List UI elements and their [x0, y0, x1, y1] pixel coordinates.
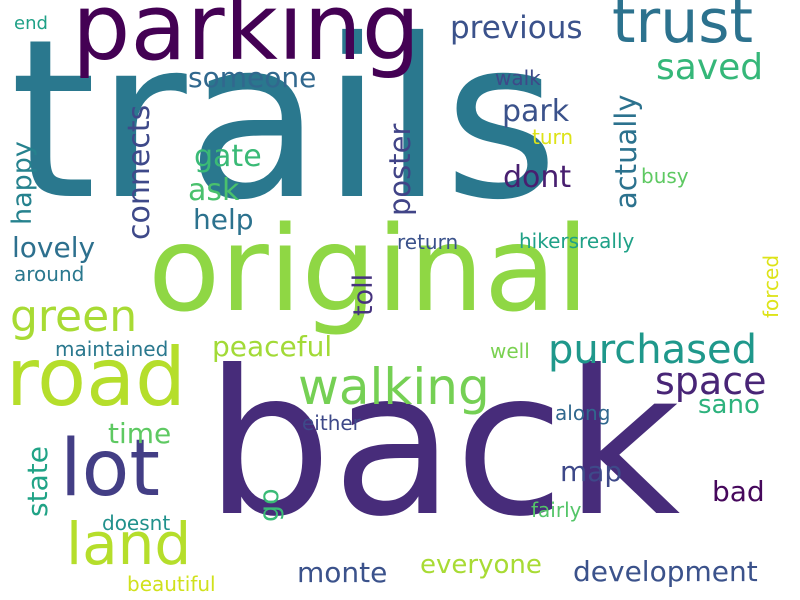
word-state: state — [21, 446, 54, 517]
word-everyone: everyone — [420, 550, 542, 580]
word-maintained: maintained — [55, 337, 169, 361]
word-hikersreally: hikersreally — [519, 229, 635, 253]
word-someone: someone — [188, 61, 317, 94]
word-go: go — [254, 488, 285, 522]
word-happy: happy — [7, 141, 38, 225]
word-toll: toll — [348, 273, 379, 316]
word-bad: bad — [712, 475, 765, 508]
word-lovely: lovely — [12, 231, 96, 264]
word-dont: dont — [503, 160, 572, 195]
word-saved: saved — [656, 47, 764, 88]
word-poster: poster — [383, 123, 417, 216]
word-connects: connects — [122, 104, 157, 240]
word-help: help — [193, 203, 254, 236]
word-parking: parking — [72, 0, 421, 81]
word-land: land — [66, 510, 192, 578]
word-well: well — [490, 339, 530, 363]
word-park: park — [502, 94, 570, 129]
word-purchased: purchased — [548, 327, 758, 373]
word-end: end — [14, 13, 48, 34]
word-walking: walking — [298, 358, 490, 416]
word-around: around — [14, 262, 85, 286]
word-actually: actually — [609, 94, 643, 209]
word-map: map — [560, 455, 623, 488]
word-monte: monte — [297, 556, 388, 589]
word-doesnt: doesnt — [102, 511, 171, 535]
word-forced: forced — [759, 254, 783, 318]
word-return: return — [397, 230, 459, 254]
word-trust: trust — [612, 0, 754, 57]
word-fairly: fairly — [531, 498, 582, 522]
word-busy: busy — [641, 164, 689, 188]
word-road: road — [6, 331, 186, 424]
word-beautiful: beautiful — [127, 572, 216, 596]
word-along: along — [555, 401, 611, 425]
word-turn: turn — [532, 125, 574, 149]
word-peaceful: peaceful — [212, 330, 333, 363]
word-space: space — [655, 359, 767, 403]
word-development: development — [573, 555, 758, 588]
word-time: time — [108, 417, 172, 450]
word-sano: sano — [698, 390, 760, 420]
word-previous: previous — [450, 10, 583, 46]
word-lot: lot — [60, 424, 160, 514]
word-back: back — [205, 328, 681, 561]
word-trails: trails — [10, 0, 559, 248]
word-original: original — [148, 200, 590, 338]
word-either: either — [302, 411, 361, 435]
word-ask: ask — [188, 173, 240, 208]
word-green: green — [10, 291, 138, 342]
word-walk: walk — [495, 66, 541, 90]
word-gate: gate — [194, 139, 262, 174]
